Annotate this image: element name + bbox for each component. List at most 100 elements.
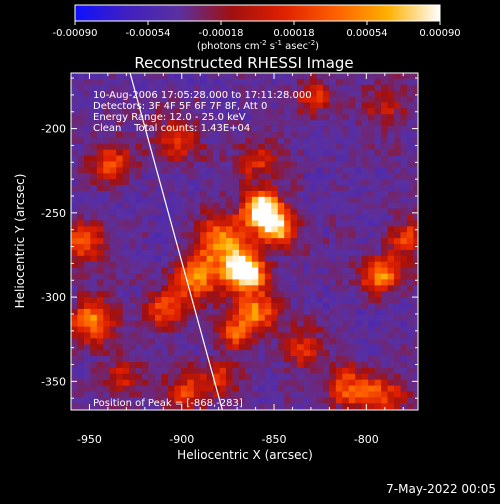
- image-pixel: [116, 114, 124, 121]
- image-pixel: [284, 332, 292, 339]
- image-pixel: [238, 291, 247, 298]
- image-pixel: [142, 238, 150, 245]
- image-pixel: [148, 273, 156, 281]
- image-pixel: [96, 143, 104, 151]
- image-pixel: [90, 90, 98, 98]
- image-pixel: [90, 350, 98, 357]
- image-pixel: [297, 137, 305, 145]
- image-pixel: [387, 338, 395, 345]
- image-pixel: [219, 314, 227, 322]
- image-pixel: [271, 273, 279, 281]
- image-pixel: [174, 96, 182, 104]
- image-pixel: [271, 167, 279, 174]
- image-pixel: [322, 102, 330, 109]
- image-pixel: [381, 385, 389, 393]
- image-pixel: [232, 173, 240, 180]
- image-pixel: [297, 84, 305, 92]
- image-pixel: [251, 226, 259, 233]
- image-pixel: [329, 96, 337, 104]
- image-pixel: [258, 108, 266, 115]
- image-pixel: [167, 179, 175, 186]
- image-pixel: [342, 403, 350, 410]
- image-pixel: [200, 208, 208, 216]
- image-pixel: [348, 267, 356, 275]
- annotation-peak-position: Position of Peak = [-868,-283]: [93, 398, 243, 409]
- image-pixel: [400, 356, 408, 363]
- image-pixel: [361, 249, 369, 257]
- image-pixel: [329, 220, 337, 227]
- image-pixel: [161, 356, 169, 363]
- image-pixel: [135, 255, 143, 263]
- image-pixel: [122, 126, 130, 133]
- image-pixel: [129, 356, 137, 363]
- image-pixel: [245, 208, 253, 216]
- image-pixel: [355, 297, 363, 304]
- image-pixel: [238, 385, 247, 393]
- image-pixel: [251, 167, 259, 174]
- image-pixel: [154, 291, 163, 298]
- image-pixel: [413, 303, 418, 310]
- image-pixel: [264, 338, 272, 345]
- image-pixel: [103, 78, 111, 86]
- image-pixel: [381, 202, 389, 210]
- image-pixel: [406, 244, 414, 251]
- image-pixel: [400, 344, 408, 351]
- image-pixel: [129, 232, 137, 239]
- image-pixel: [374, 261, 382, 269]
- image-pixel: [342, 356, 350, 363]
- image-pixel: [381, 179, 389, 186]
- image-pixel: [83, 96, 91, 104]
- image-pixel: [71, 73, 79, 80]
- image-pixel: [277, 179, 285, 186]
- image-pixel: [77, 120, 85, 127]
- image-pixel: [316, 373, 324, 381]
- image-pixel: [381, 185, 389, 192]
- image-pixel: [264, 391, 272, 398]
- image-pixel: [219, 190, 227, 198]
- image-pixel: [329, 332, 337, 339]
- image-pixel: [355, 320, 363, 328]
- image-pixel: [238, 267, 247, 275]
- image-pixel: [226, 190, 234, 198]
- image-pixel: [413, 137, 418, 145]
- image-pixel: [129, 96, 137, 104]
- image-pixel: [122, 143, 130, 151]
- image-pixel: [251, 338, 259, 345]
- image-pixel: [142, 226, 150, 233]
- image-pixel: [96, 173, 104, 180]
- image-pixel: [83, 226, 91, 233]
- image-pixel: [348, 232, 356, 239]
- image-pixel: [135, 332, 143, 339]
- image-pixel: [148, 326, 156, 334]
- image-pixel: [329, 179, 337, 186]
- image-pixel: [77, 279, 85, 286]
- image-pixel: [193, 303, 201, 310]
- image-pixel: [116, 326, 124, 334]
- image-pixel: [77, 238, 85, 245]
- image-pixel: [368, 208, 376, 216]
- image-pixel: [232, 332, 240, 339]
- image-pixel: [284, 344, 292, 351]
- image-pixel: [329, 196, 337, 204]
- image-pixel: [329, 84, 337, 92]
- image-pixel: [161, 173, 169, 180]
- image-pixel: [129, 173, 137, 180]
- image-pixel: [213, 137, 221, 145]
- image-pixel: [90, 179, 98, 186]
- image-pixel: [245, 320, 253, 328]
- image-pixel: [232, 273, 240, 281]
- image-pixel: [148, 78, 156, 86]
- image-pixel: [167, 385, 175, 393]
- image-pixel: [180, 190, 188, 198]
- image-pixel: [329, 403, 337, 410]
- image-pixel: [103, 185, 111, 192]
- image-pixel: [394, 361, 402, 369]
- image-pixel: [322, 73, 330, 80]
- image-pixel: [361, 196, 369, 204]
- image-pixel: [361, 202, 369, 210]
- image-pixel: [103, 367, 111, 375]
- image-pixel: [387, 167, 395, 174]
- image-pixel: [290, 267, 298, 275]
- image-pixel: [90, 102, 98, 109]
- image-pixel: [406, 344, 414, 351]
